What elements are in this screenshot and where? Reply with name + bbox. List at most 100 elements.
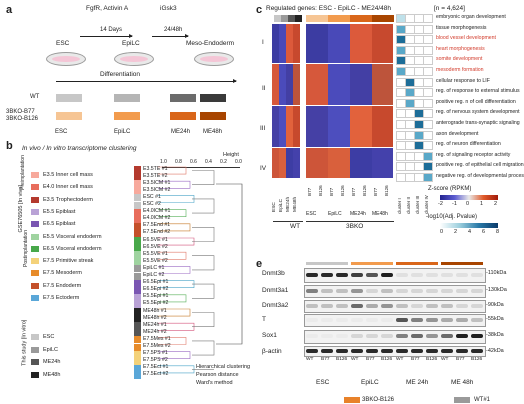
top-wt-swatch — [288, 15, 295, 22]
ko-group-label: ME24h — [350, 211, 366, 217]
blot-band — [351, 272, 363, 277]
height-tick: 0.2 — [220, 159, 227, 165]
height-axis — [162, 167, 240, 168]
go-cell — [423, 109, 433, 119]
blot-band — [321, 317, 333, 322]
height-tick: 0.0 — [235, 159, 242, 165]
leaf-color — [134, 265, 141, 273]
blot-band — [396, 288, 408, 293]
legend-swatch — [31, 245, 39, 252]
heatmap-block — [350, 148, 361, 178]
cluster-label-4: IV — [260, 165, 267, 172]
leaf-label: ME24h #1 — [143, 321, 167, 328]
heatmap-block — [339, 64, 350, 105]
legend-wt-swatch — [454, 397, 470, 403]
blot-band — [351, 334, 363, 338]
lane-label: B77 — [456, 357, 465, 362]
blot-band — [411, 303, 423, 308]
height-tick: 0.6 — [190, 159, 197, 165]
dendro-root — [216, 183, 243, 345]
factors-right: iGsk3 — [160, 5, 177, 12]
legend2-label: ME24h — [43, 359, 61, 365]
go-term: cellular response to LIF — [436, 77, 490, 84]
blot-band — [306, 303, 318, 308]
blot-band — [396, 272, 408, 277]
heatmap-block — [350, 64, 361, 105]
blot-band — [381, 317, 393, 322]
height-label: Height — [223, 152, 239, 158]
leaf-color — [134, 329, 141, 337]
blot-band — [426, 334, 438, 338]
cluster-label-3: III — [260, 125, 266, 132]
leaf-color — [134, 286, 141, 294]
arrow-esc-epilc — [80, 34, 133, 38]
heatmap-block — [339, 106, 350, 147]
dendro-branch — [158, 223, 191, 232]
dendrogram — [158, 166, 243, 374]
go-cell — [423, 24, 433, 34]
lane-label: WT — [396, 357, 404, 362]
leaf-label: E3.5TE #1 — [143, 165, 168, 172]
bottom-epilc: EpiLC — [114, 129, 131, 135]
pval-tick: 2 — [454, 229, 458, 235]
kda-label: -42kDa — [486, 348, 504, 354]
blot-band — [441, 303, 453, 308]
lane-group-label: EpiLC — [361, 379, 379, 386]
ko-col-label: B77 — [351, 187, 356, 196]
protein-label: β-actin — [262, 348, 282, 355]
ko-bar — [114, 112, 140, 120]
blot-band — [456, 288, 468, 293]
days-1: 14 Days — [100, 27, 123, 33]
height-tick: 1.0 — [160, 159, 167, 165]
lane-label: B126 — [426, 357, 438, 362]
zscore-tick: 0 — [466, 201, 470, 207]
dendro-branch — [158, 308, 191, 317]
heatmap-block — [317, 106, 328, 147]
go-term: tissue morphogenesis — [436, 24, 487, 31]
pval-tick: 4 — [468, 229, 472, 235]
blot-band — [381, 272, 393, 277]
blot-band — [426, 348, 438, 353]
blot-band — [366, 288, 378, 293]
blot-band — [441, 317, 453, 322]
leaf-color — [134, 343, 141, 351]
leaf-label: ESC #2 — [143, 201, 161, 207]
wt-bracket — [273, 221, 303, 222]
heatmap-block — [372, 64, 383, 105]
legend-label: E6.5 Visceral endoderm — [43, 245, 102, 252]
kda-label: -55kDa — [486, 316, 504, 322]
heatmap-block — [286, 64, 293, 105]
blot-band — [456, 303, 468, 308]
ko-col-label: B126 — [362, 185, 367, 196]
blot-band — [351, 348, 363, 353]
ko-group-label: ESC — [306, 211, 317, 217]
leaf-color — [134, 300, 141, 308]
leaf-label: E5.5Epi #2 — [143, 300, 169, 307]
blot-band — [456, 334, 468, 338]
dendro-branch — [192, 312, 215, 327]
leaf-color — [134, 244, 141, 252]
blot-band — [471, 317, 483, 322]
leaf-color — [134, 350, 141, 358]
dendro-branch — [192, 227, 215, 242]
pval-tick: 0 — [440, 229, 444, 235]
leaf-label: ESC #1 — [143, 193, 161, 200]
leaf-color — [134, 293, 141, 301]
blot-band — [336, 348, 348, 353]
pval-label: -log10(Adj. Pvalue) — [426, 214, 478, 220]
group-wt: WT — [290, 223, 301, 230]
row-ko-label-2: 3BKO-B126 — [6, 116, 39, 122]
heatmap-block — [317, 148, 328, 178]
go-cell — [423, 98, 433, 108]
method-2: Pearson distance — [196, 372, 239, 378]
zscore-tick: 2 — [494, 201, 498, 207]
blot-band — [321, 348, 333, 353]
leaf-label: EpiLC #2 — [143, 272, 165, 278]
ko-col-label: B77 — [329, 187, 334, 196]
blot-band — [336, 317, 348, 322]
kda-label: -130kDa — [486, 287, 507, 293]
top-ko-swatch — [306, 15, 317, 22]
heatmap-block — [293, 106, 300, 147]
legend2-swatch — [31, 371, 39, 378]
leaf-color — [134, 208, 141, 216]
